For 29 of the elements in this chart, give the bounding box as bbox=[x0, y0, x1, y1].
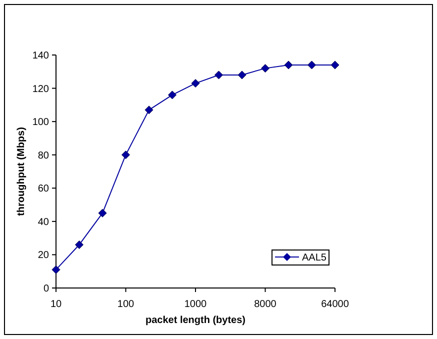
point bbox=[122, 150, 130, 160]
x-tick-label: 8000 bbox=[254, 299, 277, 310]
legend-label: AAL5 bbox=[302, 252, 327, 264]
point bbox=[168, 90, 176, 100]
y-tick-label: 20 bbox=[38, 250, 50, 262]
y-tick-label: 40 bbox=[38, 216, 50, 228]
y-tick-label: 100 bbox=[32, 117, 50, 128]
point bbox=[52, 265, 60, 274]
point bbox=[98, 208, 107, 218]
point bbox=[261, 64, 270, 73]
point bbox=[330, 60, 340, 70]
x-tick-label: 10 bbox=[50, 299, 62, 310]
y-axis-title: throughput (Mbps) bbox=[16, 127, 27, 216]
y-tick-label: 140 bbox=[32, 50, 50, 62]
point bbox=[144, 106, 154, 114]
x-tick-label: 64000 bbox=[321, 299, 350, 310]
point bbox=[284, 60, 293, 70]
y-tick-label: 60 bbox=[38, 184, 50, 195]
point bbox=[214, 70, 223, 80]
y-tick-label: 0 bbox=[43, 284, 50, 294]
point bbox=[238, 70, 246, 80]
x-tick-label: 100 bbox=[117, 299, 135, 310]
x-axis-title: packet length (bytes) bbox=[145, 315, 246, 326]
y-tick-label: 80 bbox=[38, 150, 50, 162]
point bbox=[75, 240, 84, 249]
point bbox=[308, 60, 316, 70]
x-tick-label: 1000 bbox=[184, 299, 208, 310]
y-tick-label: 120 bbox=[32, 84, 50, 95]
point bbox=[191, 79, 200, 88]
